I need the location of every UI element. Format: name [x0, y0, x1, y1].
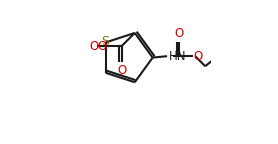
Text: O: O	[175, 27, 184, 40]
Text: S: S	[101, 35, 109, 48]
Text: O: O	[194, 50, 203, 63]
Text: O: O	[89, 40, 98, 53]
Text: O: O	[97, 40, 106, 53]
Text: O: O	[117, 64, 126, 77]
Text: HN: HN	[168, 50, 186, 63]
